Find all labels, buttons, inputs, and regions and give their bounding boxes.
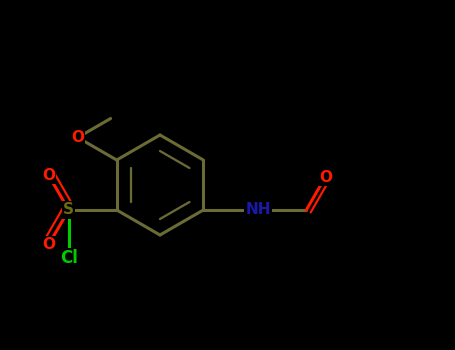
- Text: NH: NH: [246, 203, 271, 217]
- Text: O: O: [42, 168, 55, 183]
- Text: S: S: [63, 203, 74, 217]
- Text: Cl: Cl: [60, 249, 78, 267]
- Text: O: O: [319, 170, 332, 184]
- Text: O: O: [42, 237, 55, 252]
- Text: O: O: [71, 130, 84, 145]
